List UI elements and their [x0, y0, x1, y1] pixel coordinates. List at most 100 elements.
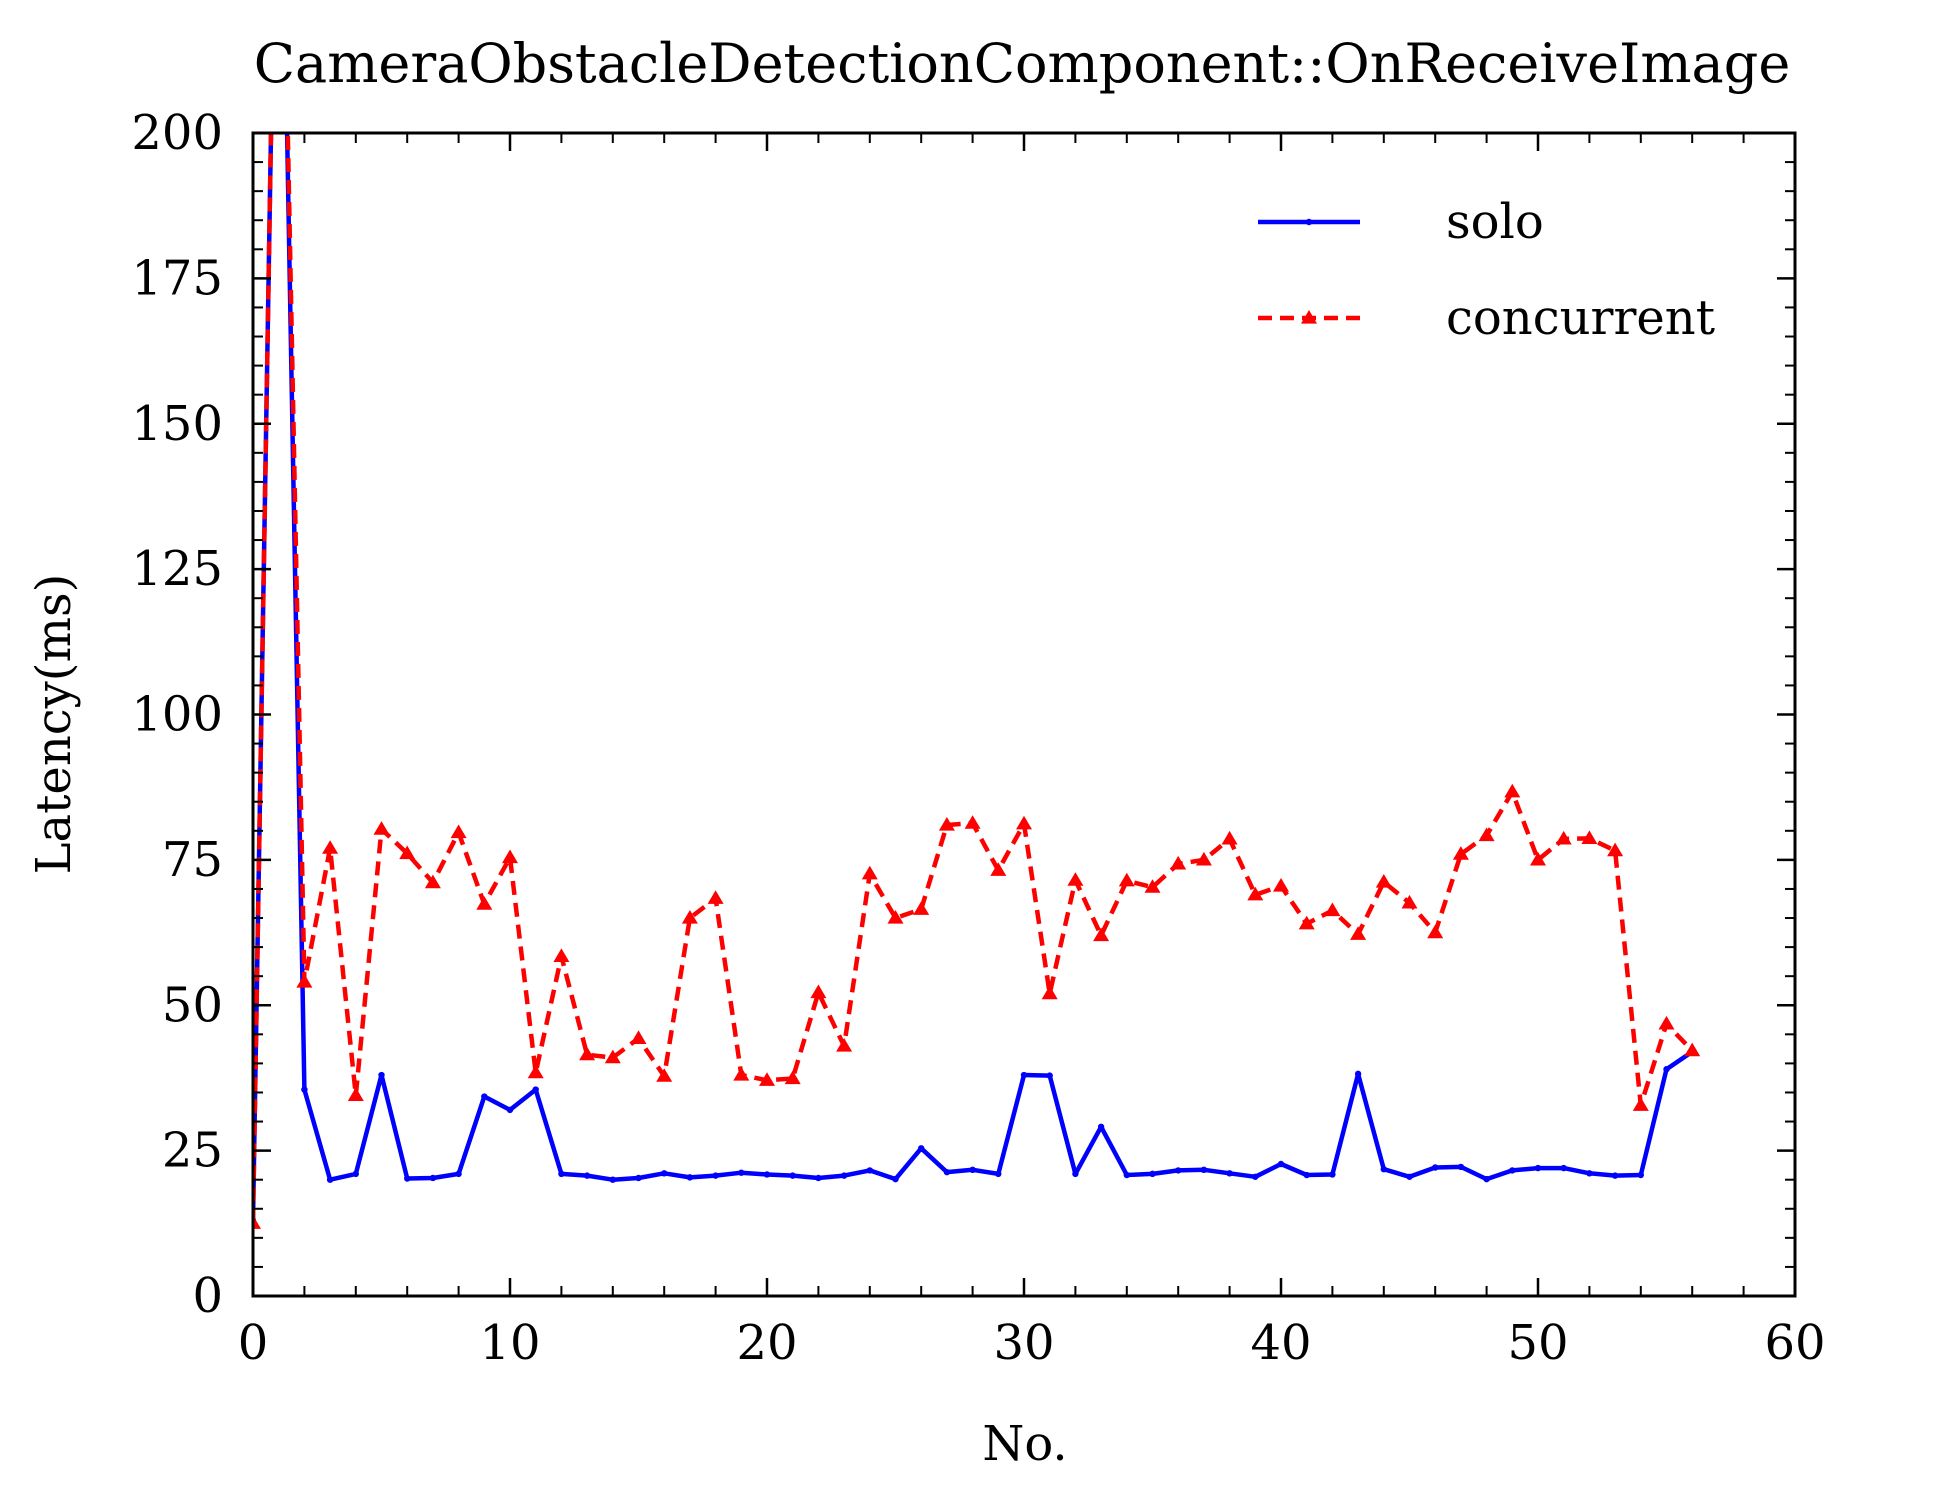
y-tick-label-25: 25 — [162, 1123, 223, 1179]
data-point-solo-22 — [815, 1174, 822, 1182]
legend-label-concurrent: concurrent — [1446, 290, 1715, 346]
data-point-concurrent-27 — [938, 817, 955, 831]
data-point-concurrent-26 — [913, 901, 930, 915]
data-point-solo-39 — [1252, 1173, 1259, 1180]
data-point-concurrent-40 — [1273, 878, 1289, 892]
data-point-concurrent-0 — [253, 1215, 261, 1229]
data-point-solo-19 — [738, 1169, 745, 1176]
data-point-concurrent-31 — [1041, 985, 1058, 1000]
y-tick-label-75: 75 — [162, 832, 223, 888]
data-point-solo-27 — [943, 1168, 951, 1176]
legend-label-solo: solo — [1446, 194, 1544, 250]
y-tick-label-200: 200 — [131, 105, 223, 161]
data-point-concurrent-54 — [1632, 1097, 1649, 1111]
data-point-concurrent-3 — [322, 840, 339, 854]
legend: solo concurrent — [1258, 194, 1715, 346]
data-point-concurrent-7 — [424, 874, 441, 889]
data-point-solo-38 — [1226, 1170, 1233, 1177]
data-point-concurrent-49 — [1504, 783, 1521, 798]
data-point-solo-51 — [1560, 1164, 1567, 1172]
data-point-solo-31 — [1046, 1072, 1053, 1079]
data-point-concurrent-44 — [1375, 874, 1392, 888]
data-point-solo-7 — [429, 1174, 437, 1182]
data-point-concurrent-2 — [296, 974, 313, 988]
data-point-solo-30 — [1020, 1071, 1028, 1079]
data-point-solo-25 — [892, 1175, 899, 1183]
data-point-solo-50 — [1534, 1164, 1542, 1172]
data-point-concurrent-9 — [476, 896, 493, 910]
data-point-concurrent-52 — [1581, 830, 1598, 844]
data-point-concurrent-16 — [656, 1068, 673, 1082]
x-tick-label-50: 50 — [1507, 1315, 1568, 1371]
legend-marker-solo — [1305, 218, 1313, 226]
x-axis-label: No. — [982, 1416, 1067, 1472]
y-tick-label-100: 100 — [131, 687, 223, 743]
data-point-concurrent-53 — [1607, 842, 1624, 857]
data-point-concurrent-51 — [1555, 830, 1572, 845]
x-tick-label-40: 40 — [1250, 1315, 1311, 1371]
axis-ticks: 0 10 20 30 40 50 60 0 25 50 75 100 125 150 175 200 — [131, 105, 1825, 1371]
series-line-solo — [253, 133, 1694, 1221]
data-point-solo-24 — [866, 1167, 873, 1174]
data-point-solo-13 — [583, 1172, 591, 1179]
data-point-solo-12 — [558, 1170, 565, 1178]
data-point-concurrent-41 — [1298, 915, 1315, 930]
data-point-concurrent-14 — [604, 1049, 621, 1064]
data-point-concurrent-12 — [553, 948, 570, 962]
data-point-concurrent-34 — [1118, 872, 1135, 887]
data-point-concurrent-17 — [681, 910, 698, 924]
data-point-solo-32 — [1072, 1170, 1079, 1178]
chart-title: CameraObstacleDetectionComponent::OnRece… — [254, 32, 1791, 95]
data-point-concurrent-48 — [1478, 827, 1495, 842]
data-point-solo-37 — [1200, 1166, 1208, 1174]
data-point-concurrent-29 — [990, 862, 1007, 876]
data-point-solo-17 — [686, 1174, 694, 1181]
data-point-solo-55 — [1663, 1066, 1670, 1073]
data-point-concurrent-23 — [836, 1038, 853, 1052]
data-point-concurrent-42 — [1324, 902, 1341, 917]
data-point-concurrent-38 — [1221, 830, 1238, 845]
data-point-solo-46 — [1432, 1164, 1439, 1171]
data-point-solo-14 — [609, 1176, 616, 1183]
x-tick-label-30: 30 — [993, 1315, 1054, 1371]
data-point-concurrent-47 — [1452, 846, 1469, 860]
data-point-solo-41 — [1303, 1171, 1310, 1179]
data-point-concurrent-36 — [1170, 855, 1187, 870]
legend-marker-concurrent — [1301, 310, 1317, 324]
data-point-solo-10 — [506, 1106, 514, 1114]
data-point-solo-33 — [1097, 1123, 1105, 1130]
data-point-concurrent-37 — [1195, 851, 1212, 866]
data-point-solo-18 — [712, 1172, 719, 1179]
data-point-concurrent-6 — [399, 845, 416, 860]
data-point-concurrent-55 — [1658, 1015, 1675, 1030]
data-point-concurrent-43 — [1350, 926, 1367, 940]
data-point-solo-42 — [1329, 1171, 1336, 1178]
x-tick-label-60: 60 — [1764, 1315, 1825, 1371]
series-line-concurrent — [253, 133, 1694, 1224]
data-point-concurrent-50 — [1530, 851, 1546, 866]
data-point-concurrent-39 — [1247, 886, 1264, 901]
data-point-solo-29 — [995, 1170, 1002, 1178]
data-point-concurrent-56 — [1684, 1042, 1701, 1057]
data-point-solo-23 — [840, 1172, 848, 1179]
data-point-solo-40 — [1277, 1160, 1285, 1168]
data-point-concurrent-30 — [1016, 815, 1032, 830]
data-point-concurrent-4 — [347, 1087, 364, 1101]
data-point-solo-11 — [532, 1086, 539, 1093]
data-point-solo-45 — [1406, 1173, 1413, 1180]
data-point-solo-9 — [481, 1093, 488, 1100]
data-point-concurrent-18 — [707, 890, 724, 904]
y-tick-label-150: 150 — [131, 396, 223, 452]
data-point-solo-26 — [918, 1145, 925, 1152]
data-point-solo-35 — [1149, 1170, 1156, 1178]
data-point-solo-28 — [969, 1166, 976, 1174]
data-point-solo-47 — [1457, 1163, 1465, 1171]
data-point-solo-43 — [1354, 1070, 1362, 1078]
data-point-concurrent-11 — [527, 1064, 544, 1079]
y-axis-label: Latency(ms) — [26, 574, 82, 875]
data-point-solo-44 — [1380, 1166, 1388, 1173]
data-point-solo-8 — [455, 1170, 462, 1178]
data-point-concurrent-33 — [1093, 927, 1110, 942]
data-point-solo-54 — [1637, 1171, 1645, 1179]
